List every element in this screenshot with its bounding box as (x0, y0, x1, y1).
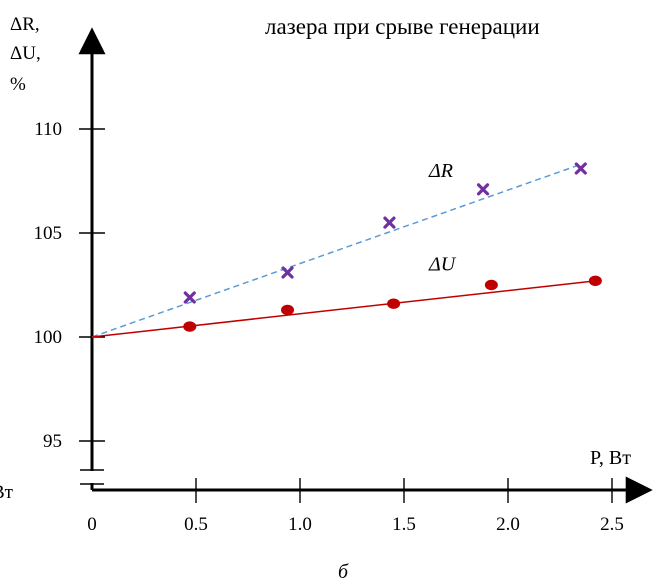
y-axis-label-line: % (10, 74, 26, 95)
trend-line (91, 280, 596, 338)
data-point-stroke (281, 266, 294, 279)
data-point-stroke (574, 162, 587, 175)
y-axis-label-line: ΔR, (10, 14, 40, 35)
y-tick-label: 110 (34, 119, 62, 140)
x-tick-label: 1.0 (288, 514, 312, 535)
data-point (383, 216, 396, 229)
cut-left-label: Вт (0, 482, 14, 503)
trend-layer (91, 163, 596, 338)
data-point (484, 279, 498, 291)
data-point-stroke (183, 291, 196, 304)
y-tick-label: 95 (43, 431, 62, 452)
data-point (387, 298, 401, 309)
trend-line (91, 163, 582, 338)
data-point (588, 275, 602, 287)
annotations-layer: ΔR ΔU (428, 160, 457, 276)
x-tick-label: 1.5 (392, 514, 416, 535)
data-point (476, 183, 490, 196)
chart-title: лазера при срыве генерации (265, 14, 540, 39)
data-point-stroke (383, 216, 396, 229)
x-tick-label: 2.5 (600, 514, 624, 535)
x-tick-label: 2.0 (496, 514, 520, 535)
data-point (183, 291, 196, 304)
y-tick-label: 105 (34, 223, 63, 244)
points-layer (183, 162, 602, 332)
y-axis-break-gap (84, 471, 100, 483)
x-tick-label: 0 (87, 514, 97, 535)
y-axis-label-line: ΔU, (10, 43, 41, 64)
data-point (574, 162, 587, 175)
x-axis-label: P, Вт (590, 447, 631, 469)
data-point (281, 266, 294, 279)
ticks-layer: 95 100 105 110 0 0.5 1.0 1.5 2.0 2.5 (34, 119, 624, 535)
figure-caption: б (338, 561, 349, 583)
data-point (281, 304, 295, 316)
series-label: ΔU (428, 253, 457, 275)
data-point (183, 321, 197, 332)
series-label: ΔR (428, 160, 453, 182)
y-axis-label: ΔR, ΔU, % (10, 14, 41, 95)
x-tick-label: 0.5 (184, 514, 208, 535)
y-tick-label: 100 (34, 327, 63, 348)
data-point-stroke (476, 183, 490, 196)
